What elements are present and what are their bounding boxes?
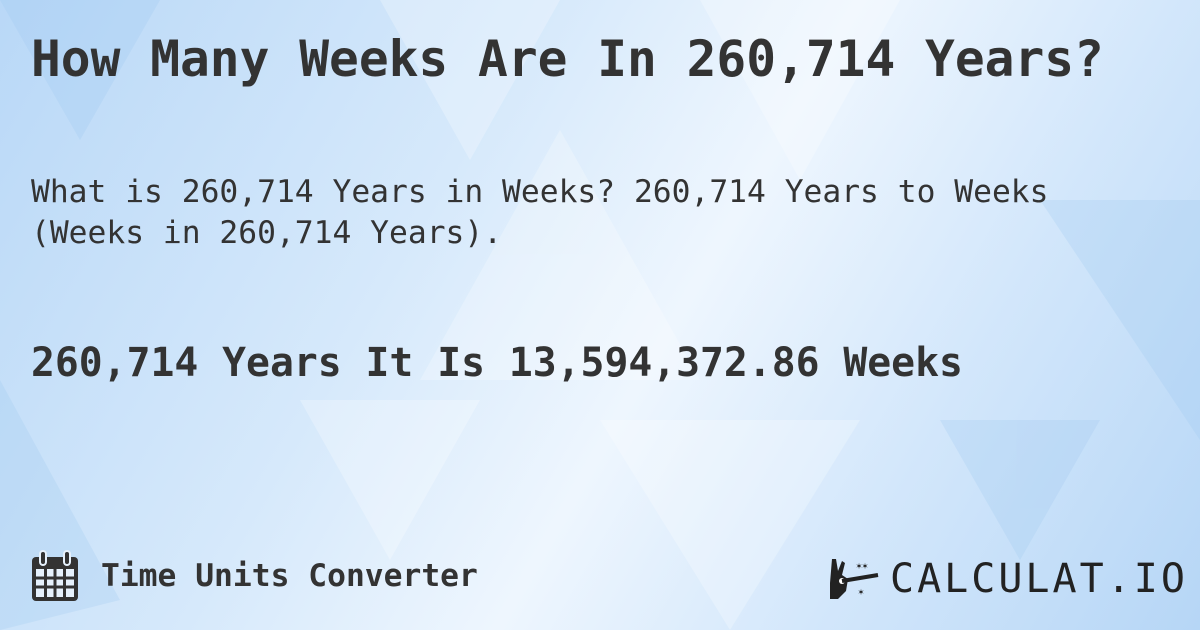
category-label: Time Units Converter <box>101 558 478 594</box>
page-title: How Many Weeks Are In 260,714 Years? <box>31 30 1104 88</box>
brand-name: CALCULAT.IO <box>890 556 1188 602</box>
magic-hand-wand-icon: ✶✶ ✶ <box>830 559 879 599</box>
brand-logo[interactable]: ✶✶ ✶ CALCULAT.IO <box>828 556 1188 602</box>
svg-text:✶: ✶ <box>858 587 864 598</box>
calendar-icon <box>32 550 78 601</box>
description: What is 260,714 Years in Weeks? 260,714 … <box>31 174 1049 251</box>
result-text: 260,714 Years It Is 13,594,372.86 Weeks <box>31 340 963 386</box>
category-link[interactable]: Time Units Converter <box>31 550 478 602</box>
svg-text:✶✶: ✶✶ <box>856 561 868 572</box>
